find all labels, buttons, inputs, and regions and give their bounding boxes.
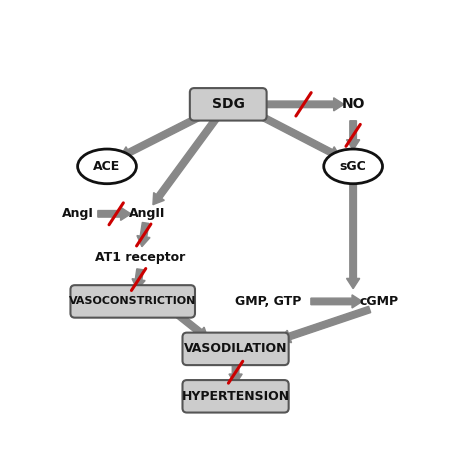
Text: HYPERTENSION: HYPERTENSION — [182, 390, 290, 403]
Text: VASODILATION: VASODILATION — [184, 342, 287, 356]
FancyBboxPatch shape — [182, 333, 289, 365]
FancyBboxPatch shape — [45, 46, 438, 437]
FancyArrow shape — [346, 183, 360, 289]
Ellipse shape — [78, 149, 137, 184]
Text: cGMP: cGMP — [359, 295, 399, 308]
Text: AngII: AngII — [129, 207, 165, 220]
FancyBboxPatch shape — [190, 88, 266, 120]
FancyArrow shape — [153, 115, 220, 205]
Text: AT1 receptor: AT1 receptor — [95, 251, 185, 264]
FancyArrow shape — [311, 295, 362, 308]
FancyArrow shape — [263, 98, 344, 111]
FancyArrow shape — [280, 306, 371, 343]
Ellipse shape — [324, 149, 383, 184]
Text: ACE: ACE — [93, 160, 120, 173]
Text: AngI: AngI — [62, 207, 93, 220]
Text: GMP, GTP: GMP, GTP — [236, 295, 302, 308]
Text: NO: NO — [341, 97, 365, 111]
FancyArrow shape — [229, 361, 242, 384]
Text: VASOCONSTRICTION: VASOCONSTRICTION — [69, 296, 196, 306]
FancyBboxPatch shape — [182, 380, 289, 412]
FancyBboxPatch shape — [71, 285, 195, 318]
Text: sGC: sGC — [340, 160, 366, 173]
FancyArrow shape — [98, 207, 131, 220]
FancyArrow shape — [132, 269, 145, 290]
FancyArrow shape — [346, 121, 360, 150]
Text: SDG: SDG — [212, 97, 245, 111]
FancyArrow shape — [173, 310, 208, 338]
FancyArrow shape — [254, 110, 340, 158]
FancyArrow shape — [137, 222, 150, 246]
FancyArrow shape — [120, 110, 208, 158]
